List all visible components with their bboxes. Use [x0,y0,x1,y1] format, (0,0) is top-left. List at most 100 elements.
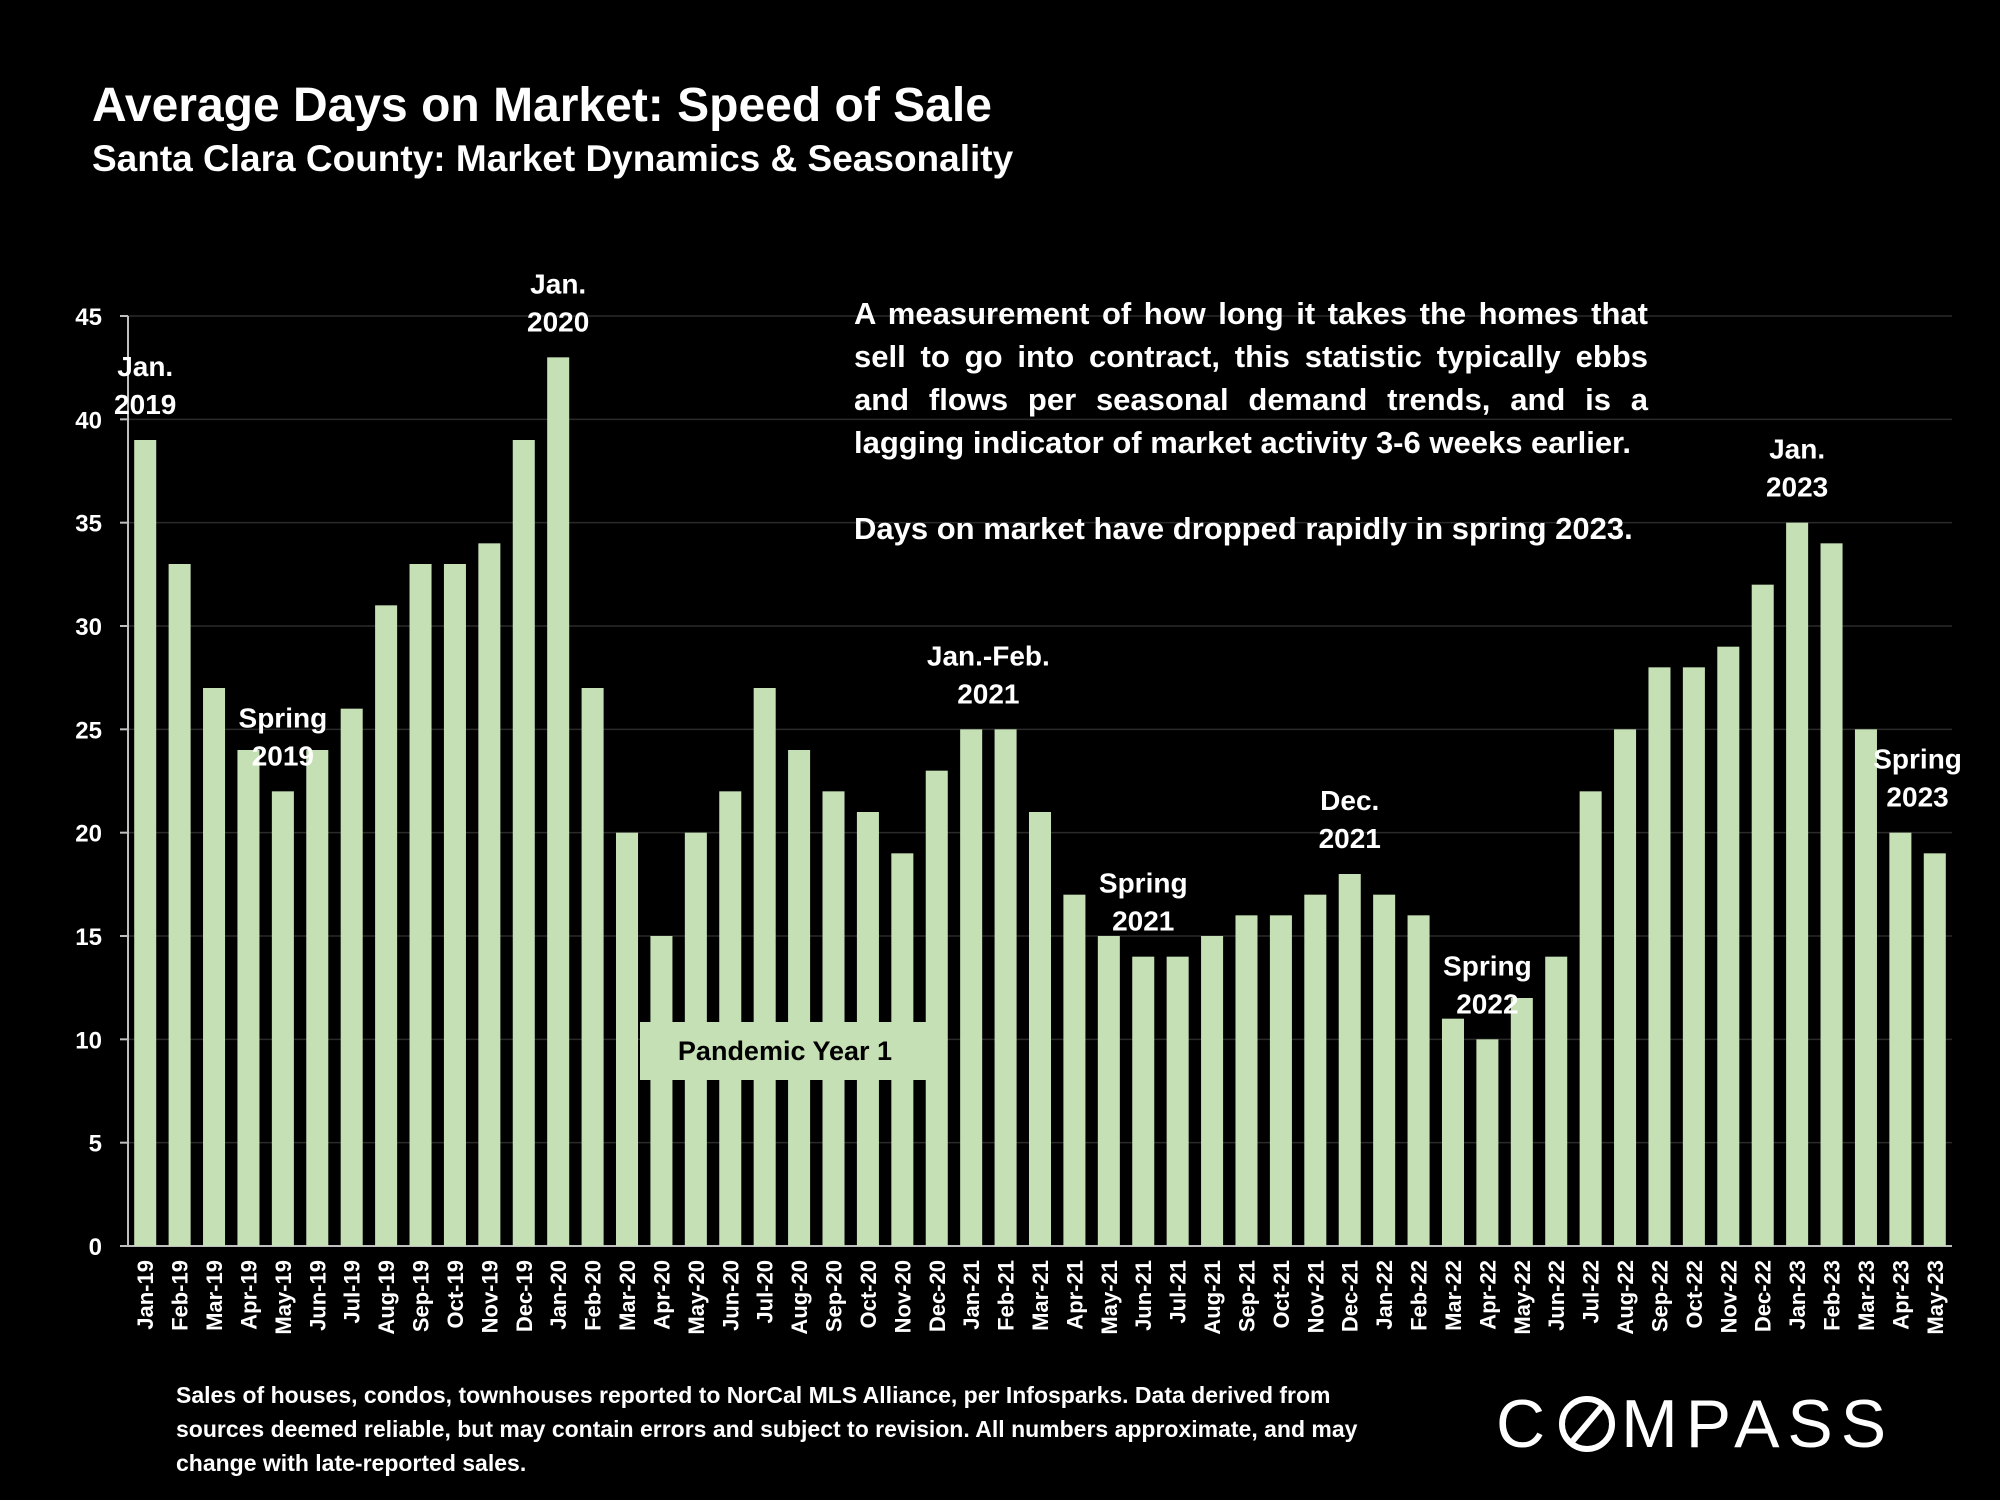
x-tick-label: Jul-22 [1579,1260,1604,1324]
x-tick-label: Jul-20 [753,1260,778,1324]
bar-annotation: 2021 [1319,823,1381,854]
bar-annotation: 2021 [957,678,1019,709]
x-tick-label: Mar-20 [615,1260,640,1331]
bar [237,750,260,1246]
bar-annotation: 2021 [1112,906,1174,937]
bar [1579,791,1602,1246]
x-tick-label: Nov-21 [1303,1260,1328,1333]
bar [581,688,604,1246]
x-tick-label: Aug-21 [1200,1260,1225,1335]
bar [1820,543,1843,1246]
bar [994,729,1017,1246]
bar [1373,894,1396,1246]
compass-logo: C MPASS [1496,1385,1894,1463]
x-tick-label: Jun-20 [718,1260,743,1331]
x-tick-label: Dec-19 [512,1260,537,1332]
bar [1201,936,1224,1246]
bar [340,708,363,1246]
y-tick-label: 40 [75,407,102,434]
x-tick-label: Feb-21 [994,1260,1019,1331]
compass-o-icon [1559,1396,1616,1452]
x-tick-label: Mar-21 [1028,1260,1053,1331]
bar-annotation: Spring [239,702,328,733]
chart-annotation: A measurement of how long it takes the h… [854,292,1648,550]
x-tick-label: Jul-19 [340,1260,365,1324]
y-tick-label: 30 [75,614,102,641]
x-tick-label: Apr-19 [236,1260,261,1330]
x-tick-label: May-23 [1923,1260,1948,1335]
bar [1338,874,1361,1246]
bar-annotation: 2019 [114,389,176,420]
bar [1545,956,1568,1246]
x-tick-label: Jan-20 [546,1260,571,1330]
x-tick-label: Sep-21 [1234,1260,1259,1332]
y-tick-label: 35 [75,511,102,538]
bar [822,791,845,1246]
bar [1269,915,1292,1246]
x-tick-label: Nov-19 [477,1260,502,1333]
x-tick-label: Dec-22 [1751,1260,1776,1332]
x-tick-label: Aug-20 [787,1260,812,1335]
bar-annotation: 2022 [1456,988,1518,1019]
x-tick-label: Sep-20 [822,1260,847,1332]
y-tick-label: 10 [75,1027,102,1054]
x-tick-label: Jan-22 [1372,1260,1397,1330]
bar [925,770,948,1246]
x-tick-label: May-20 [684,1260,709,1335]
pandemic-year-label: Pandemic Year 1 [640,1022,930,1080]
bar-annotation: 2020 [527,306,589,337]
bar [650,936,673,1246]
x-tick-label: Aug-22 [1613,1260,1638,1335]
x-tick-label: Dec-21 [1338,1260,1363,1332]
x-tick-label: Mar-23 [1854,1260,1879,1331]
bar-annotation: Spring [1873,744,1962,775]
x-tick-label: Aug-19 [374,1260,399,1335]
bar [1063,894,1086,1246]
bar [375,605,398,1246]
x-tick-label: Oct-19 [443,1260,468,1328]
bar [1510,998,1533,1246]
y-tick-label: 45 [75,304,102,331]
x-tick-label: Feb-23 [1820,1260,1845,1331]
x-tick-label: Mar-22 [1441,1260,1466,1331]
x-tick-label: Apr-22 [1475,1260,1500,1330]
bar-annotation: Jan. [530,268,586,299]
x-tick-label: Oct-21 [1269,1260,1294,1328]
bar-annotation: Spring [1443,950,1532,981]
bar [306,750,329,1246]
bar [478,543,501,1246]
bar [1717,646,1740,1246]
bar [616,832,639,1246]
logo-letter: C [1496,1386,1554,1462]
bar [1235,915,1258,1246]
y-tick-label: 25 [75,717,102,744]
y-tick-label: 0 [89,1234,102,1261]
x-tick-label: Jan-21 [959,1260,984,1330]
x-tick-label: May-19 [271,1260,296,1335]
x-tick-label: Sep-22 [1647,1260,1672,1332]
bar [1166,956,1189,1246]
x-tick-label: Feb-20 [581,1260,606,1331]
bar [1923,853,1946,1246]
bar [134,440,157,1246]
x-tick-label: May-22 [1510,1260,1535,1335]
bar-annotation: 2023 [1886,782,1948,813]
x-tick-label: Oct-20 [856,1260,881,1328]
x-tick-label: Dec-20 [925,1260,950,1332]
bar [719,791,742,1246]
bar [271,791,294,1246]
bar-annotation: Spring [1099,868,1188,899]
source-footnote: Sales of houses, condos, townhouses repo… [176,1382,1358,1476]
y-tick-label: 5 [89,1131,102,1158]
bar-annotation: 2023 [1766,472,1828,503]
x-tick-label: Jun-22 [1544,1260,1569,1331]
x-tick-label: Jan-23 [1785,1260,1810,1330]
x-tick-label: Feb-22 [1407,1260,1432,1331]
x-tick-label: Mar-19 [202,1260,227,1331]
bar [1786,522,1809,1246]
x-tick-label: Oct-22 [1682,1260,1707,1328]
x-tick-label: Nov-22 [1716,1260,1741,1333]
bar [168,564,191,1246]
annotation-paragraph-2: Days on market have dropped rapidly in s… [854,511,1633,546]
